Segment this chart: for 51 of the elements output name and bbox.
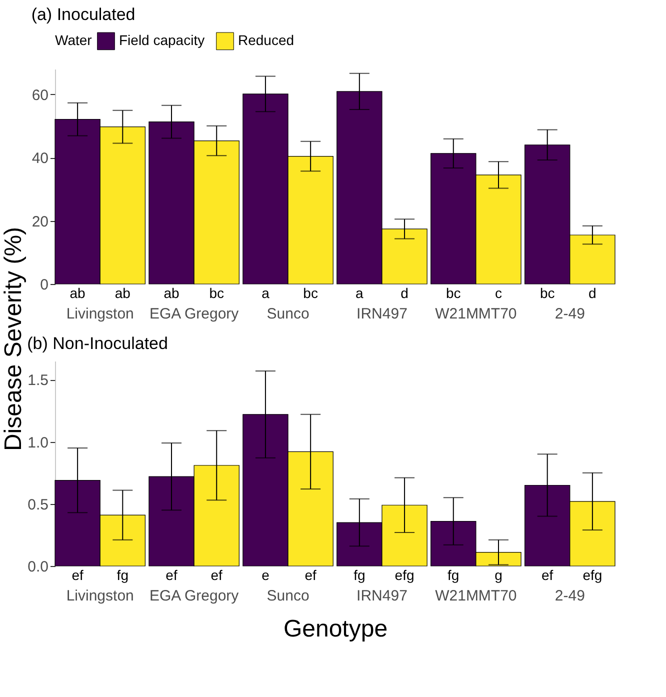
data-label: bc bbox=[446, 285, 461, 301]
data-label: ef bbox=[166, 567, 178, 583]
data-label: d bbox=[400, 285, 408, 301]
x-tick-label: 2-49 bbox=[554, 306, 585, 322]
data-label: efg bbox=[582, 567, 602, 583]
x-tick-label: Sunco bbox=[266, 306, 310, 322]
data-label: ef bbox=[542, 567, 554, 583]
data-label: e bbox=[262, 567, 270, 583]
data-label: g bbox=[494, 567, 502, 583]
data-label: ef bbox=[72, 567, 84, 583]
data-label: a bbox=[356, 285, 364, 301]
legend-label: Field capacity bbox=[119, 32, 205, 48]
y-axis-title: Disease Severity (%) bbox=[0, 226, 27, 452]
y-tick-label: 1.5 bbox=[28, 372, 48, 390]
data-label: c bbox=[494, 285, 502, 301]
data-label: efg bbox=[394, 567, 414, 583]
data-label: fg bbox=[448, 567, 460, 583]
data-label: a bbox=[262, 285, 270, 301]
chart-title: (b) Non-Inoculated bbox=[27, 334, 168, 353]
x-tick-label: Livingston bbox=[66, 306, 134, 322]
data-label: d bbox=[588, 285, 596, 301]
x-axis-title: Genotype bbox=[283, 616, 388, 642]
x-tick-label: IRN497 bbox=[356, 306, 408, 322]
data-label: ef bbox=[304, 567, 317, 583]
y-tick-label: 20 bbox=[32, 213, 48, 230]
x-tick-label: W21MMT70 bbox=[435, 588, 517, 604]
x-tick-label: EGA Gregory bbox=[149, 588, 240, 604]
data-label: bc bbox=[540, 285, 555, 301]
y-tick-label: 0 bbox=[40, 276, 48, 294]
chart-title: (a) Inoculated bbox=[31, 5, 136, 24]
data-label: ab bbox=[70, 285, 86, 301]
data-label: ab bbox=[114, 285, 131, 301]
x-tick-label: 2-49 bbox=[554, 588, 585, 604]
x-tick-label: Livingston bbox=[66, 588, 134, 604]
x-tick-label: EGA Gregory bbox=[149, 306, 240, 322]
data-label: fg bbox=[354, 567, 366, 583]
y-tick-label: 40 bbox=[32, 150, 48, 168]
data-label: fg bbox=[116, 567, 128, 583]
x-tick-label: W21MMT70 bbox=[435, 306, 517, 322]
data-label: bc bbox=[303, 285, 318, 301]
y-tick-label: 1.0 bbox=[28, 434, 48, 452]
legend-label: Reduced bbox=[238, 32, 294, 48]
x-tick-label: Sunco bbox=[266, 588, 310, 604]
data-label: ef bbox=[210, 567, 223, 583]
data-label: ab bbox=[164, 285, 180, 301]
y-tick-label: 0.0 bbox=[28, 558, 48, 576]
legend-title: Water bbox=[55, 32, 92, 48]
y-tick-label: 0.5 bbox=[28, 496, 48, 514]
data-label: bc bbox=[209, 285, 224, 301]
y-tick-label: 60 bbox=[32, 86, 48, 104]
x-tick-label: IRN497 bbox=[356, 588, 408, 604]
